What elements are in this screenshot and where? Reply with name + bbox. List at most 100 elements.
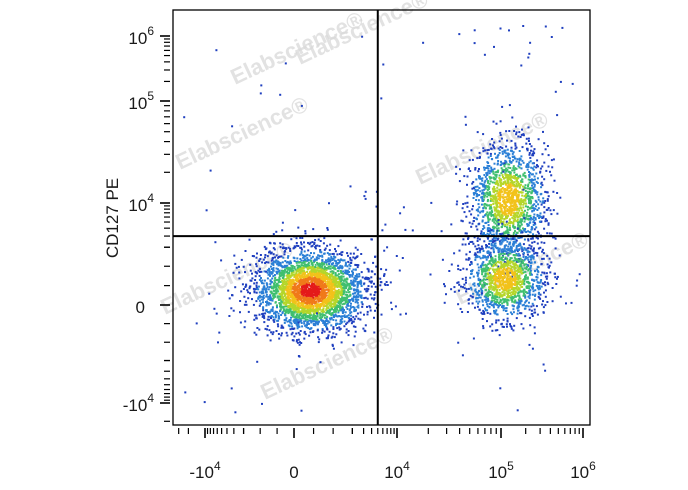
event-dot xyxy=(326,327,329,330)
event-dot xyxy=(380,313,383,316)
event-dot xyxy=(491,158,494,161)
event-dot xyxy=(305,326,308,329)
event-dot xyxy=(520,155,523,158)
event-dot xyxy=(335,291,338,294)
event-dot xyxy=(243,295,246,298)
event-dot xyxy=(331,294,334,297)
event-dot xyxy=(483,203,486,206)
event-dot xyxy=(293,294,296,297)
event-dot xyxy=(258,260,261,262)
event-dot xyxy=(476,228,479,231)
event-dot xyxy=(485,203,488,206)
event-dot xyxy=(515,188,517,191)
event-dot xyxy=(493,221,496,224)
event-dot xyxy=(339,282,342,285)
event-dot xyxy=(261,279,264,282)
event-dot xyxy=(306,297,309,300)
event-dot xyxy=(275,254,278,257)
event-dot xyxy=(287,306,290,309)
event-dot xyxy=(533,185,536,188)
event-dot xyxy=(499,221,502,224)
event-dot xyxy=(341,296,344,299)
event-dot xyxy=(317,294,320,297)
event-dot xyxy=(363,297,366,300)
event-dot xyxy=(257,295,260,298)
event-dot xyxy=(509,196,512,199)
event-dot xyxy=(268,273,271,276)
event-dot xyxy=(270,281,273,283)
event-dot xyxy=(531,162,534,165)
event-dot xyxy=(289,300,292,303)
event-dot xyxy=(328,317,331,320)
event-dot xyxy=(458,283,461,286)
event-dot xyxy=(232,271,235,274)
event-dot xyxy=(281,274,284,277)
event-dot xyxy=(345,323,348,326)
event-dot xyxy=(488,165,491,167)
event-dot xyxy=(286,289,289,292)
event-dot xyxy=(534,191,537,194)
event-dot xyxy=(320,289,323,292)
event-dot xyxy=(544,200,547,202)
event-dot xyxy=(337,294,340,297)
event-dot xyxy=(514,216,517,219)
event-dot xyxy=(487,194,490,197)
event-dot xyxy=(526,190,529,193)
event-dot xyxy=(482,147,485,150)
event-dot xyxy=(477,175,480,177)
event-dot xyxy=(255,284,258,287)
event-dot xyxy=(242,288,245,290)
event-dot xyxy=(492,176,495,179)
event-dot xyxy=(540,186,543,189)
event-dot xyxy=(309,274,312,276)
event-dot xyxy=(533,219,536,222)
event-dot xyxy=(301,303,304,306)
event-dot xyxy=(472,220,475,223)
event-dot xyxy=(543,161,546,164)
event-dot xyxy=(308,264,311,267)
event-dot xyxy=(484,187,487,190)
event-dot xyxy=(503,196,506,199)
event-dot xyxy=(467,237,469,240)
event-dot xyxy=(306,318,309,321)
event-dot xyxy=(508,224,511,227)
event-dot xyxy=(476,193,478,196)
event-dot xyxy=(296,298,299,301)
event-dot xyxy=(340,251,343,254)
event-dot xyxy=(499,182,502,185)
event-dot xyxy=(280,255,283,258)
event-dot xyxy=(510,214,513,216)
event-dot xyxy=(514,208,517,211)
event-dot xyxy=(489,251,492,254)
event-dot xyxy=(307,312,310,314)
event-dot xyxy=(336,306,339,309)
event-dot xyxy=(500,210,503,213)
event-dot xyxy=(349,308,352,311)
event-dot xyxy=(270,272,273,275)
event-dot xyxy=(279,280,282,283)
event-dot xyxy=(339,318,342,321)
event-dot xyxy=(499,134,502,136)
event-dot xyxy=(333,297,336,300)
event-dot xyxy=(273,320,276,323)
event-dot xyxy=(482,210,484,213)
event-dot xyxy=(352,316,355,319)
event-dot xyxy=(495,197,498,200)
event-dot xyxy=(337,270,340,272)
event-dot xyxy=(526,251,529,254)
event-dot xyxy=(464,123,467,126)
event-dot xyxy=(525,196,528,199)
event-dot xyxy=(351,275,354,278)
event-dot xyxy=(287,268,290,271)
event-dot xyxy=(283,250,286,253)
event-dot xyxy=(509,249,512,252)
event-dot xyxy=(503,199,506,201)
event-dot xyxy=(486,195,489,198)
event-dot xyxy=(541,184,544,187)
event-dot xyxy=(521,194,524,197)
event-dot xyxy=(508,186,511,189)
event-dot xyxy=(316,306,318,309)
event-dot xyxy=(253,331,256,334)
event-dot xyxy=(339,239,342,242)
event-dot xyxy=(297,267,300,270)
